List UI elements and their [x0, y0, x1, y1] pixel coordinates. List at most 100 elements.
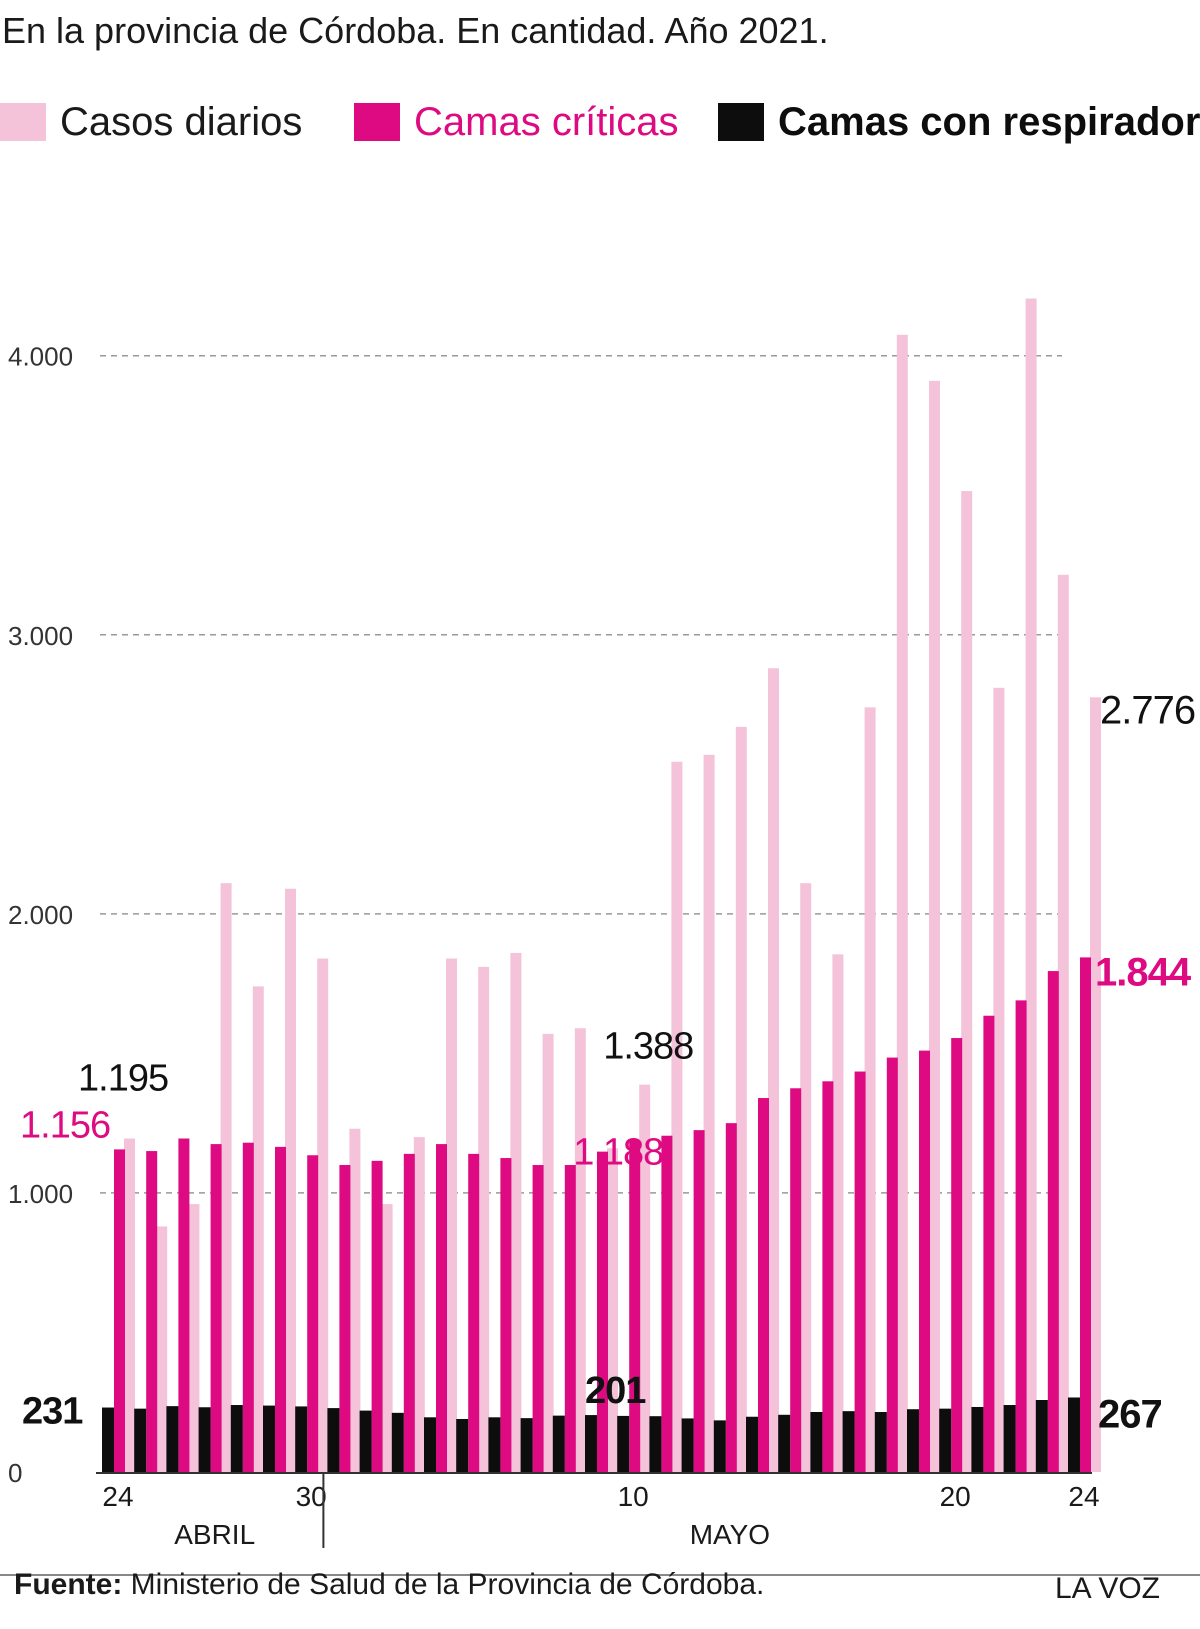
data-label: 267: [1098, 1392, 1162, 1436]
bar-camas-respirador: [520, 1418, 533, 1472]
source-label: Fuente:: [14, 1568, 123, 1601]
bar-camas-criticas: [210, 1144, 222, 1472]
bar-camas-criticas: [532, 1165, 544, 1472]
data-label: 1.188: [573, 1131, 663, 1173]
bar-casos-diarios: [124, 1138, 135, 1472]
bar-camas-respirador: [713, 1420, 726, 1472]
bar-casos-diarios: [961, 491, 973, 1472]
y-tick-label: 4.000: [8, 342, 73, 372]
bar-casos-diarios: [446, 958, 457, 1472]
bar-camas-respirador: [1035, 1400, 1048, 1472]
bar-casos-diarios: [381, 1204, 393, 1472]
bar-camas-respirador: [230, 1405, 243, 1472]
bar-camas-criticas: [500, 1158, 512, 1472]
bar-camas-respirador: [1068, 1397, 1080, 1472]
bar-camas-respirador: [424, 1417, 436, 1472]
source-note: Fuente: Ministerio de Salud de la Provin…: [14, 1568, 764, 1602]
bar-camas-criticas: [886, 1057, 898, 1472]
bar-camas-criticas: [661, 1135, 673, 1472]
bar-casos-diarios: [285, 888, 296, 1472]
month-label: MAYO: [690, 1519, 770, 1550]
bar-camas-respirador: [456, 1418, 469, 1472]
x-tick-label: 24: [1068, 1481, 1099, 1512]
chart-subtitle: En la provincia de Córdoba. En cantidad.…: [2, 10, 829, 51]
bar-casos-diarios: [864, 707, 876, 1472]
source-text: Ministerio de Salud de la Provincia de C…: [122, 1568, 765, 1601]
bar-camas-criticas: [1015, 1000, 1027, 1472]
legend-label-camas-criticas: Camas críticas: [414, 99, 679, 144]
data-label: 1.156: [20, 1104, 110, 1146]
bar-camas-criticas: [242, 1142, 254, 1472]
bar-casos-diarios: [1090, 697, 1101, 1472]
legend-item-casos-diarios: Casos diarios: [0, 96, 302, 148]
bar-camas-criticas: [114, 1149, 125, 1472]
y-tick-label: 3.000: [8, 621, 73, 651]
bar-camas-respirador: [939, 1408, 952, 1472]
bar-camas-criticas: [1080, 957, 1091, 1472]
bar-casos-diarios: [896, 334, 908, 1472]
bar-casos-diarios: [574, 1028, 586, 1472]
bar-casos-diarios: [768, 668, 779, 1472]
bar-casos-diarios: [1057, 574, 1069, 1472]
legend-item-camas-criticas: Camas críticas: [354, 96, 679, 148]
chart-legend: Casos diarios Camas críticas Camas con r…: [0, 96, 1200, 148]
data-label: 1.195: [78, 1058, 168, 1100]
bar-camas-respirador: [842, 1411, 855, 1472]
bar-camas-criticas: [1047, 971, 1059, 1472]
bar-casos-diarios: [929, 380, 940, 1473]
bar-camas-criticas: [758, 1098, 769, 1472]
legend-swatch-camas-respirador: [718, 103, 764, 141]
bar-camas-criticas: [983, 1015, 995, 1472]
bar-camas-respirador: [295, 1406, 308, 1472]
bar-camas-respirador: [649, 1416, 662, 1472]
bar-camas-criticas: [951, 1038, 963, 1472]
bar-casos-diarios: [639, 1084, 651, 1472]
bar-camas-criticas: [371, 1160, 383, 1472]
bar-camas-respirador: [585, 1415, 597, 1472]
bar-casos-diarios: [832, 954, 844, 1472]
bar-casos-diarios: [735, 726, 747, 1472]
y-tick-label: 0: [8, 1458, 22, 1488]
bar-camas-respirador: [359, 1410, 372, 1472]
y-tick-label: 2.000: [8, 900, 73, 930]
bar-camas-respirador: [746, 1416, 758, 1472]
bar-camas-respirador: [1003, 1405, 1016, 1472]
bar-camas-respirador: [681, 1418, 694, 1472]
legend-swatch-casos-diarios: [0, 103, 46, 141]
x-tick-label: 30: [296, 1481, 327, 1512]
bar-camas-respirador: [134, 1408, 147, 1472]
legend-label-casos-diarios: Casos diarios: [60, 99, 303, 144]
bar-camas-respirador: [166, 1406, 179, 1472]
bar-camas-respirador: [907, 1409, 919, 1472]
bar-casos-diarios: [478, 966, 490, 1472]
data-label: 231: [22, 1391, 83, 1433]
bar-camas-respirador: [810, 1412, 823, 1472]
bar-camas-respirador: [198, 1407, 211, 1472]
x-tick-label: 10: [618, 1481, 649, 1512]
bar-camas-criticas: [919, 1050, 930, 1472]
bar-casos-diarios: [542, 1033, 554, 1472]
bar-camas-criticas: [146, 1151, 158, 1472]
bar-chart: 0 1.000 2.000 3.000 4.000 24 30 10 20 24 ABRIL MAYO…: [8, 298, 1196, 1550]
data-label: 1.844: [1095, 950, 1192, 994]
x-tick-label: 20: [940, 1481, 971, 1512]
bar-casos-diarios: [671, 761, 683, 1472]
bar-casos-diarios: [188, 1204, 200, 1472]
bar-camas-criticas: [854, 1071, 866, 1472]
bar-camas-respirador: [391, 1412, 404, 1472]
bar-camas-respirador: [778, 1414, 791, 1472]
bar-casos-diarios: [252, 986, 264, 1472]
bar-camas-criticas: [307, 1155, 319, 1472]
bar-casos-diarios: [220, 883, 232, 1472]
bar-casos-diarios: [413, 1137, 425, 1472]
data-label: 2.776: [1100, 688, 1195, 732]
bar-camas-criticas: [468, 1153, 480, 1472]
bar-camas-criticas: [275, 1146, 286, 1472]
bar-casos-diarios: [703, 754, 715, 1472]
bar-camas-respirador: [102, 1407, 114, 1472]
data-label: 1.388: [603, 1026, 693, 1068]
bar-camas-criticas: [178, 1138, 190, 1472]
legend-label-camas-respirador: Camas con respirador: [778, 99, 1200, 144]
month-label: ABRIL: [174, 1519, 255, 1550]
brand-logo-text: LA VOZ: [1054, 1572, 1160, 1605]
